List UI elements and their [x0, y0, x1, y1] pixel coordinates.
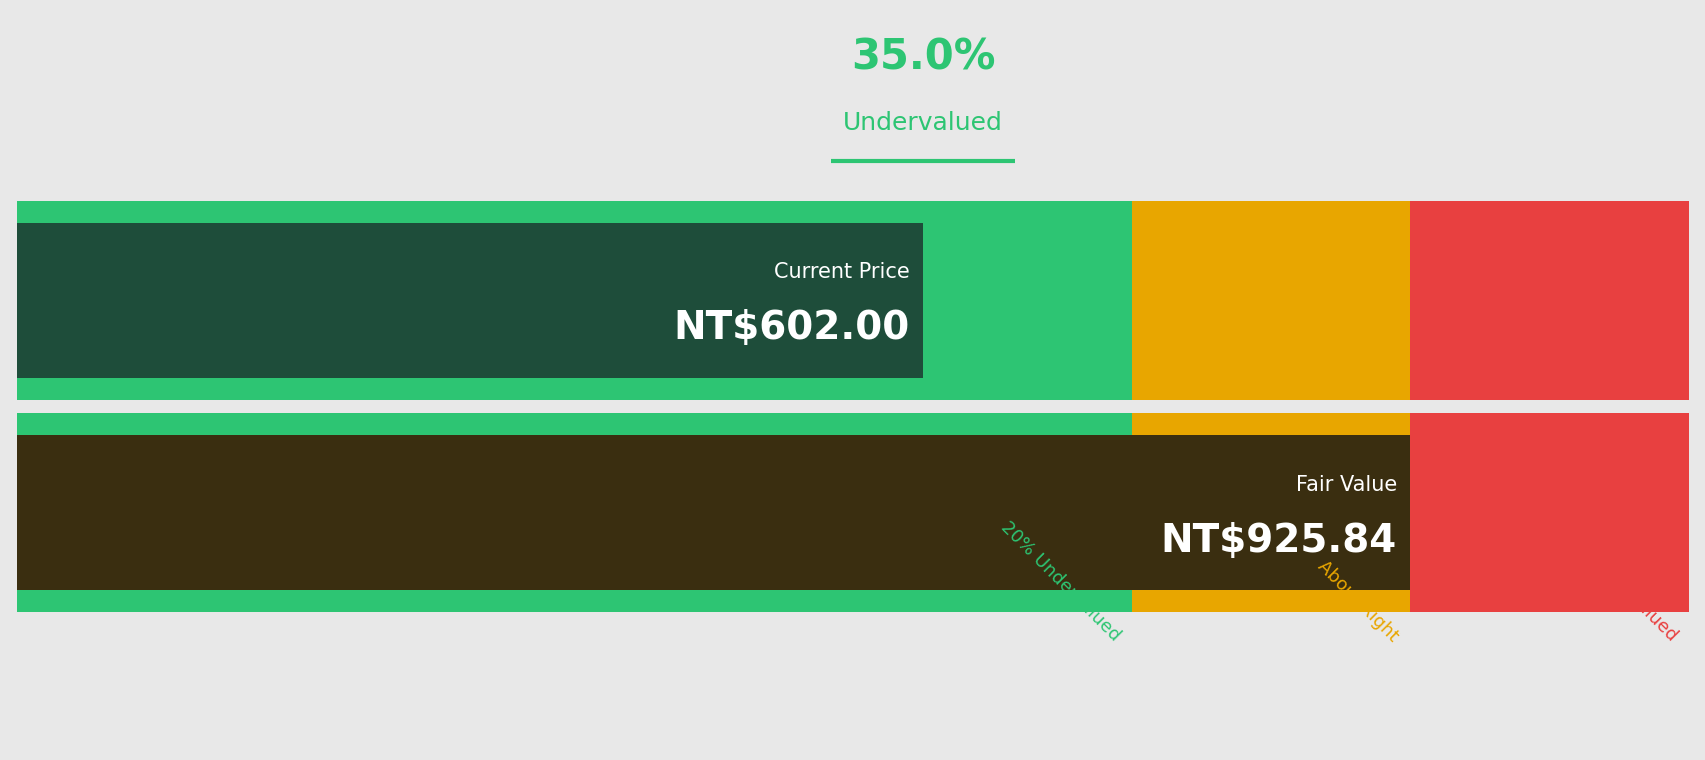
- Bar: [17, 435, 1410, 591]
- Text: NT$602.00: NT$602.00: [673, 309, 909, 347]
- Text: NT$925.84: NT$925.84: [1159, 521, 1396, 559]
- Text: 20% Undervalued: 20% Undervalued: [996, 518, 1122, 644]
- Text: Current Price: Current Price: [774, 262, 909, 283]
- Text: Fair Value: Fair Value: [1294, 475, 1396, 495]
- Text: 35.0%: 35.0%: [851, 36, 994, 78]
- Bar: [17, 223, 922, 378]
- Bar: [17, 201, 1130, 400]
- Bar: [1130, 413, 1410, 612]
- Bar: [1410, 201, 1688, 400]
- Text: About Right: About Right: [1313, 557, 1402, 644]
- Text: Undervalued: Undervalued: [842, 111, 1003, 135]
- Text: 20% Overvalued: 20% Overvalued: [1562, 526, 1679, 644]
- Bar: [1130, 201, 1410, 400]
- Bar: [17, 413, 1130, 612]
- Bar: [1410, 413, 1688, 612]
